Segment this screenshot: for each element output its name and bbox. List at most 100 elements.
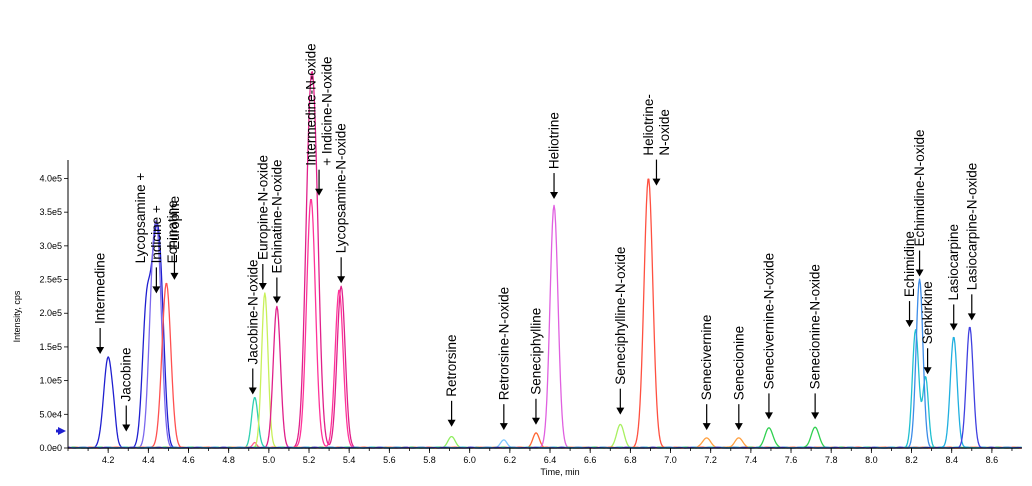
annotation-label: + Indicine-N-oxide xyxy=(320,57,335,166)
y-tick-label: 3.0e5 xyxy=(39,241,62,251)
arrow-down-icon xyxy=(315,188,324,196)
annotation-label: Europine-N-oxide xyxy=(255,155,270,260)
peak-annotation: Seneciphylline-N-oxide xyxy=(613,247,628,415)
arrow-down-icon xyxy=(248,387,257,395)
annotation-label: Echinatine xyxy=(165,200,180,263)
annotation-label: N-oxide xyxy=(657,109,672,156)
y-tick-label: 5.0e4 xyxy=(39,409,62,419)
annotation-label: Senkirkine xyxy=(920,281,935,344)
x-tick-label: 4.8 xyxy=(222,455,235,465)
peak-annotation: Echimidine-N-oxide xyxy=(912,129,927,277)
annotation-label: Lasiocarpine-N-oxide xyxy=(964,163,979,291)
arrow-down-icon xyxy=(967,313,976,321)
peak-annotation: Retrorsine-N-oxide xyxy=(496,287,511,431)
peak-annotation: Senkirkine xyxy=(920,281,935,375)
x-tick-label: 5.4 xyxy=(343,455,356,465)
x-tick-label: 5.2 xyxy=(303,455,316,465)
peak-annotation: Europine-N-oxide xyxy=(255,155,270,291)
chromatogram-trace xyxy=(67,198,1022,449)
x-axis-ticks: 4.2 4.4 4.6 4.8 5.0 5.2 5.4 5.6 5.8 6.0 6.2 6.4 6.6 6… xyxy=(67,448,1013,465)
x-tick-label: 8.0 xyxy=(865,455,878,465)
chromatogram-trace xyxy=(67,222,1022,449)
x-tick-label: 8.6 xyxy=(986,455,999,465)
arrow-down-icon xyxy=(811,412,820,420)
axes: 4.2 4.4 4.6 4.8 5.0 5.2 5.4 5.6 5.8 6.0 6.2 6.4 6.6 6… xyxy=(12,160,1022,477)
x-tick-label: 6.8 xyxy=(624,455,637,465)
x-tick-label: 6.2 xyxy=(504,455,517,465)
annotation-label: Indicine + xyxy=(149,205,164,263)
peak-annotation: Echimidine xyxy=(902,231,917,328)
annotation-label: Seneciphylline-N-oxide xyxy=(613,247,628,385)
x-tick-label: 7.6 xyxy=(785,455,798,465)
arrow-down-icon xyxy=(702,423,711,431)
peak-annotation: Senecivernine xyxy=(699,315,714,431)
peak-annotation: Intermedine xyxy=(93,253,108,355)
peak-annotation: Senecivernine-N-oxide xyxy=(761,253,776,420)
x-tick-label: 7.8 xyxy=(825,455,838,465)
chromatogram-trace xyxy=(67,437,1022,449)
x-tick-label: 6.0 xyxy=(463,455,476,465)
chromatogram-trace xyxy=(67,278,1022,449)
y-axis-ticks: 0.0e0 5.0e4 1.0e5 1.5e5 2.0e5 2.5e5 3.0e5 3.5e5… xyxy=(39,173,68,453)
y-tick-label: 1.0e5 xyxy=(39,376,62,386)
x-tick-label: 5.0 xyxy=(263,455,276,465)
chromatogram-trace xyxy=(67,220,1022,449)
chromatogram-trace xyxy=(67,204,1022,449)
arrow-down-icon xyxy=(122,424,131,432)
arrow-down-icon xyxy=(337,276,346,284)
arrow-down-icon xyxy=(170,272,179,280)
annotation-label: Echimidine-N-oxide xyxy=(912,129,927,246)
annotation-label: Heliotrine- xyxy=(641,94,656,156)
x-tick-label: 5.8 xyxy=(423,455,436,465)
peak-annotation: Heliotrine- N-oxide xyxy=(641,94,672,186)
annotation-label: Intermedine xyxy=(93,253,108,324)
x-tick-label: 5.6 xyxy=(383,455,396,465)
arrow-down-icon xyxy=(652,178,661,186)
chromatogram-trace xyxy=(67,435,1022,449)
x-tick-label: 7.4 xyxy=(745,455,758,465)
peak-annotation: Lycopsamine-N-oxide xyxy=(334,123,349,284)
y-tick-label: 0.0e0 xyxy=(39,443,62,453)
arrow-down-icon xyxy=(499,423,508,431)
arrow-down-icon xyxy=(550,192,559,200)
peak-annotation: Lycopsamine + Indicine + Echinatine xyxy=(133,173,180,294)
peak-annotation: Heliotrine xyxy=(547,112,562,200)
arrow-down-icon xyxy=(905,320,914,328)
annotation-label: Lycopsamine-N-oxide xyxy=(334,123,349,253)
annotation-label: Echimidine xyxy=(902,231,917,297)
arrow-down-icon xyxy=(923,367,932,375)
y-tick-label: 2.0e5 xyxy=(39,308,62,318)
peak-annotation: Intermedine-N-oxide + Indicine-N-oxide xyxy=(304,43,335,196)
arrow-down-icon xyxy=(949,323,958,331)
peak-annotation: Seneciphylline xyxy=(529,308,544,425)
y-tick-label: 1.5e5 xyxy=(39,342,62,352)
arrow-down-icon xyxy=(152,286,161,294)
annotation-label: Senecivernine-N-oxide xyxy=(761,253,776,390)
x-tick-label: 4.4 xyxy=(142,455,155,465)
arrow-down-icon xyxy=(531,417,540,425)
x-axis-title: Time, min xyxy=(540,467,579,477)
arrow-down-icon xyxy=(96,347,105,355)
peak-annotation: Lasiocarpine xyxy=(946,224,961,331)
y-tick-label: 4.0e5 xyxy=(39,173,62,183)
annotation-label: Jacobine-N-oxide xyxy=(245,259,260,364)
x-tick-label: 6.6 xyxy=(584,455,597,465)
arrow-down-icon xyxy=(915,269,924,277)
chromatogram-trace xyxy=(67,178,1022,449)
annotation-label: Senecivernine xyxy=(699,315,714,401)
arrow-down-icon xyxy=(616,407,625,415)
arrow-down-icon xyxy=(734,423,743,431)
x-tick-label: 6.4 xyxy=(544,455,557,465)
annotation-label: Senecionine xyxy=(731,326,746,400)
x-tick-label: 8.4 xyxy=(945,455,958,465)
peak-annotations: Intermedine Jacobine Lycopsamine + Indicine… xyxy=(93,43,979,432)
annotation-label: Europine xyxy=(167,196,182,250)
arrow-down-icon xyxy=(272,296,281,304)
annotation-label: Seneciphylline xyxy=(529,308,544,395)
annotation-label: Retrorsine-N-oxide xyxy=(496,287,511,400)
annotation-label: Retrorsine xyxy=(444,335,459,397)
annotation-label: Senecionine-N-oxide xyxy=(808,264,823,389)
peak-annotation: Senecionine xyxy=(731,326,746,431)
